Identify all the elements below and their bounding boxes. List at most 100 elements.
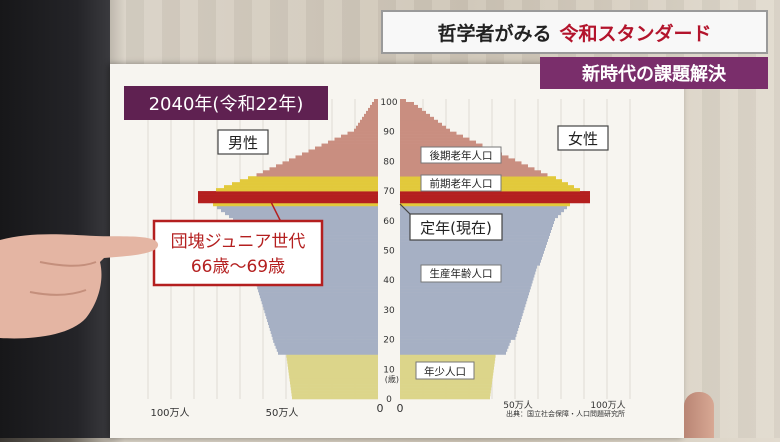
pyramid-bar-male bbox=[266, 315, 378, 320]
pyramid-bar-female bbox=[400, 348, 508, 352]
pyramid-bar-male bbox=[260, 298, 378, 302]
age-tick-label: 0 bbox=[386, 395, 392, 405]
working-age-label: 生産年齢人口 bbox=[430, 267, 493, 280]
female-label: 女性 bbox=[568, 130, 598, 148]
pyramid-bar-male bbox=[259, 295, 378, 299]
pyramid-bar-female bbox=[400, 384, 492, 388]
pyramid-bar-male bbox=[374, 99, 378, 103]
pyramid-bar-male bbox=[290, 381, 378, 385]
pyramid-bar-female bbox=[400, 194, 590, 198]
male-label: 男性 bbox=[228, 134, 258, 152]
pyramid-bar-male bbox=[290, 384, 378, 388]
pyramid-bar-female bbox=[400, 250, 544, 254]
pyramid-bar-female bbox=[400, 113, 430, 118]
program-subtitle-banner: 新時代の課題解決 bbox=[540, 57, 768, 89]
pyramid-bar-male bbox=[370, 104, 378, 109]
pyramid-bar-female bbox=[400, 143, 483, 147]
pyramid-bar-male bbox=[286, 354, 378, 358]
late-elderly-label-box bbox=[420, 146, 502, 164]
pyramid-bar-male bbox=[268, 324, 378, 329]
pyramid-bar-male bbox=[275, 345, 378, 349]
pyramid-bar-male bbox=[302, 152, 378, 156]
pyramid-bar-male bbox=[263, 306, 378, 311]
pyramid-bar-female bbox=[400, 247, 545, 251]
pyramid-bar-male bbox=[289, 158, 378, 162]
pyramid-bar-female bbox=[400, 283, 532, 287]
year-label-box bbox=[124, 86, 328, 120]
pyramid-bar-male bbox=[274, 342, 378, 346]
pyramid-bar-female bbox=[400, 315, 522, 320]
pyramid-bar-male bbox=[270, 330, 378, 334]
source-note: 出典：国立社会保障・人口問題研究所 bbox=[506, 409, 625, 418]
pyramid-bar-female bbox=[400, 300, 527, 305]
pyramid-bar-female bbox=[400, 318, 521, 323]
retirement-pointer bbox=[399, 203, 411, 215]
pyramid-bar-female bbox=[400, 167, 535, 171]
pyramid-bar-male bbox=[269, 327, 378, 331]
pyramid-bar-female bbox=[400, 262, 540, 266]
presenter-suit bbox=[0, 0, 110, 438]
pyramid-bar-female bbox=[400, 292, 529, 296]
pyramid-bar-female bbox=[400, 345, 509, 349]
pyramid-bar-male bbox=[341, 134, 378, 138]
pyramid-bar-male bbox=[358, 122, 378, 127]
pyramid-bar-male bbox=[217, 205, 378, 210]
pyramid-bar-female bbox=[400, 128, 450, 132]
pyramid-bar-female bbox=[400, 137, 470, 141]
pyramid-bar-male bbox=[288, 372, 378, 376]
age-tick-label: 10 bbox=[383, 365, 395, 375]
presenter-right-hand bbox=[684, 392, 714, 438]
pyramid-bar-female bbox=[400, 342, 510, 346]
male-label-box bbox=[217, 129, 269, 155]
pyramid-bar-male bbox=[268, 321, 378, 326]
age-unit-label: (歳) bbox=[385, 374, 399, 384]
pyramid-bar-male bbox=[287, 363, 378, 367]
late-elderly-label: 後期老年人口 bbox=[430, 149, 493, 162]
pyramid-bar-male bbox=[213, 202, 378, 207]
age-tick-label: 20 bbox=[383, 336, 395, 346]
x-tick-right-50: 50万人 bbox=[503, 400, 532, 411]
pyramid-bar-male bbox=[287, 360, 378, 364]
pyramid-bar-male bbox=[278, 351, 378, 355]
pyramid-bar-male bbox=[269, 167, 378, 171]
pyramid-bar-male bbox=[240, 179, 378, 183]
age-tick-label: 40 bbox=[383, 276, 395, 286]
pyramid-bar-male bbox=[273, 339, 378, 343]
pyramid-bar-male bbox=[233, 217, 378, 222]
banner-title-accent: 令和スタンダード bbox=[559, 22, 712, 45]
pyramid-bar-female bbox=[400, 199, 590, 204]
pyramid-bar-male bbox=[328, 140, 378, 144]
pyramid-bar-male bbox=[232, 182, 378, 186]
pyramid-bar-female bbox=[400, 202, 570, 207]
pyramid-bar-male bbox=[276, 164, 378, 168]
pyramid-bar-female bbox=[400, 241, 547, 245]
age-tick-label: 90 bbox=[383, 128, 395, 138]
pyramid-bar-female bbox=[400, 259, 541, 263]
pyramid-bar-male bbox=[364, 113, 378, 118]
pyramid-bar-female bbox=[400, 110, 426, 115]
pyramid-bar-female bbox=[400, 101, 414, 106]
baby-boom-label-line1: 団塊ジュニア世代 bbox=[171, 232, 306, 252]
pyramid-bar-male bbox=[289, 378, 378, 382]
early-elderly-label-box bbox=[420, 174, 502, 192]
pyramid-bar-female bbox=[400, 312, 523, 317]
pyramid-bar-female bbox=[400, 324, 520, 329]
pyramid-bar-female bbox=[400, 253, 543, 257]
pyramid-bar-female bbox=[400, 134, 463, 138]
pyramid-bar-male bbox=[368, 107, 378, 112]
pyramid-bar-male bbox=[360, 119, 378, 124]
pyramid-bar-male bbox=[259, 292, 378, 296]
pyramid-bar-male bbox=[263, 170, 378, 174]
age-tick-label: 50 bbox=[383, 247, 395, 257]
pyramid-bar-male bbox=[198, 199, 378, 204]
retirement-label-box bbox=[409, 213, 503, 241]
pyramid-bar-male bbox=[267, 318, 378, 323]
pyramid-bar-female bbox=[400, 122, 442, 127]
pyramid-bar-female bbox=[400, 396, 490, 400]
pyramid-bar-male bbox=[229, 214, 378, 219]
age-tick-label: 80 bbox=[383, 157, 395, 167]
pyramid-bar-female bbox=[400, 378, 493, 382]
pyramid-bar-female bbox=[400, 298, 528, 302]
pyramid-bar-male bbox=[272, 336, 378, 340]
banner-title-prefix: 哲学者がみる bbox=[437, 22, 552, 45]
